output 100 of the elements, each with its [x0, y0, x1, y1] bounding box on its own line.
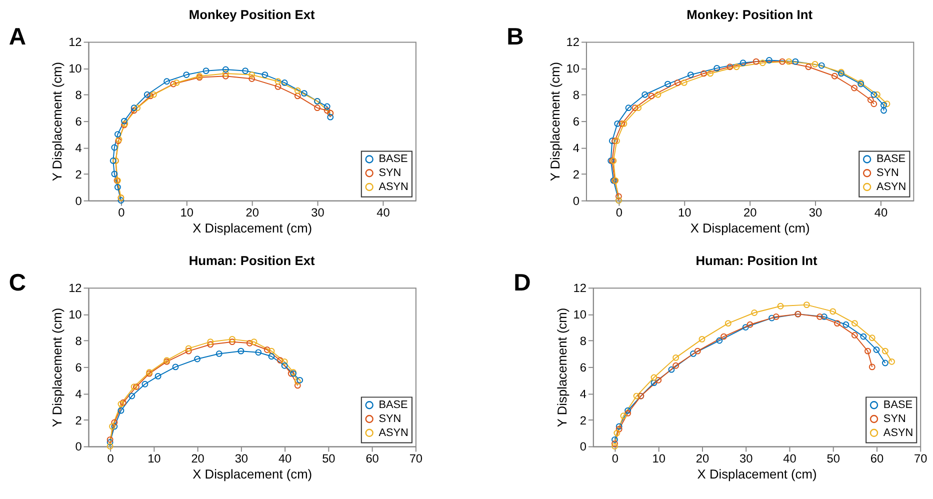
point [766, 57, 772, 64]
point [820, 314, 828, 320]
point [635, 104, 642, 112]
point [164, 78, 170, 85]
point [724, 320, 732, 327]
point [873, 346, 880, 353]
point [185, 345, 192, 352]
y-tick-label: 4 [572, 140, 580, 155]
y-tick-label: 10 [566, 62, 580, 76]
point [655, 376, 662, 384]
y-tick-label: 10 [68, 62, 82, 76]
point [229, 338, 236, 346]
point [672, 354, 680, 361]
point [851, 332, 858, 338]
chart-title: Human: Position Ext [188, 252, 316, 268]
y-tick-label: 4 [75, 386, 82, 401]
point [194, 356, 201, 362]
x-tick-label: 40 [874, 206, 888, 220]
point [698, 336, 706, 342]
y-tick-label: 2 [75, 167, 82, 182]
point [250, 338, 258, 346]
x-tick-label: 50 [322, 452, 336, 466]
point [294, 92, 301, 100]
x-tick-label: 40 [376, 206, 390, 220]
point [633, 392, 640, 400]
x-tick-label: 40 [783, 452, 797, 466]
chart-title: Human: Position Int [696, 252, 818, 268]
point [772, 314, 780, 320]
point [803, 302, 810, 308]
point [281, 358, 288, 365]
legend-label: ASYN [378, 180, 408, 193]
y-tick-label: 0 [572, 194, 580, 208]
y-tick-label: 8 [580, 334, 587, 348]
point [248, 72, 256, 78]
point [262, 72, 268, 78]
x-axis-title: X Displacement (cm) [697, 466, 817, 482]
text: C [8, 270, 26, 297]
point [110, 158, 116, 164]
y-tick-label: 6 [580, 360, 587, 374]
point [818, 62, 825, 69]
x-tick-label: 70 [409, 452, 423, 466]
x-tick-label: 0 [616, 206, 623, 220]
point [128, 392, 136, 400]
y-tick-label: 8 [572, 88, 580, 102]
x-tick-label: 20 [696, 452, 710, 466]
point [130, 104, 138, 112]
x-tick-label: 10 [652, 452, 666, 466]
point [173, 80, 180, 86]
point [742, 324, 749, 330]
x-tick-label: 10 [148, 452, 162, 466]
point [314, 104, 320, 112]
point [276, 357, 284, 364]
point [624, 410, 632, 416]
y-tick-label: 0 [580, 440, 587, 454]
y-axis-title: Y Displacement (cm) [50, 62, 65, 182]
point [672, 362, 680, 369]
point [694, 348, 701, 354]
y-tick-label: 4 [75, 140, 82, 155]
point [687, 72, 694, 78]
point [114, 184, 121, 190]
point [614, 430, 620, 436]
legend-label: SYN [378, 167, 402, 180]
point [616, 426, 622, 432]
point [620, 412, 627, 420]
x-tick-label: 20 [743, 206, 758, 220]
y-tick-label: 0 [75, 440, 82, 454]
point [880, 102, 887, 108]
point [172, 364, 179, 370]
point [183, 72, 190, 78]
point [664, 80, 671, 88]
x-tick-label: 60 [366, 452, 380, 466]
point [851, 84, 858, 92]
point [700, 70, 707, 77]
point [759, 60, 766, 66]
point [874, 91, 880, 98]
point [281, 80, 288, 86]
point [150, 91, 157, 98]
point [867, 96, 874, 104]
point [726, 64, 734, 70]
y-axis-title: Y Displacement (cm) [547, 62, 562, 182]
x-axis-title: X Displacement (cm) [192, 466, 312, 482]
x-axis-title: X Displacement (cm) [690, 220, 810, 236]
point [860, 333, 867, 340]
point [792, 58, 799, 65]
y-tick-label: 10 [68, 308, 82, 322]
y-axis-title: Y Displacement (cm) [50, 308, 65, 428]
point [111, 419, 118, 426]
text: A [8, 24, 26, 51]
x-axis-title: X Displacement (cm) [192, 220, 312, 236]
legend-label: BASE [378, 399, 408, 412]
point [648, 92, 655, 100]
point [185, 348, 192, 354]
point [242, 68, 249, 74]
y-tick-label: 2 [580, 413, 586, 428]
point [624, 407, 632, 414]
point [751, 310, 758, 316]
chart-title: Monkey Position Ext [188, 6, 316, 22]
legend-label: SYN [378, 412, 402, 425]
legend-label: ASYN [378, 426, 408, 439]
point [300, 90, 308, 96]
